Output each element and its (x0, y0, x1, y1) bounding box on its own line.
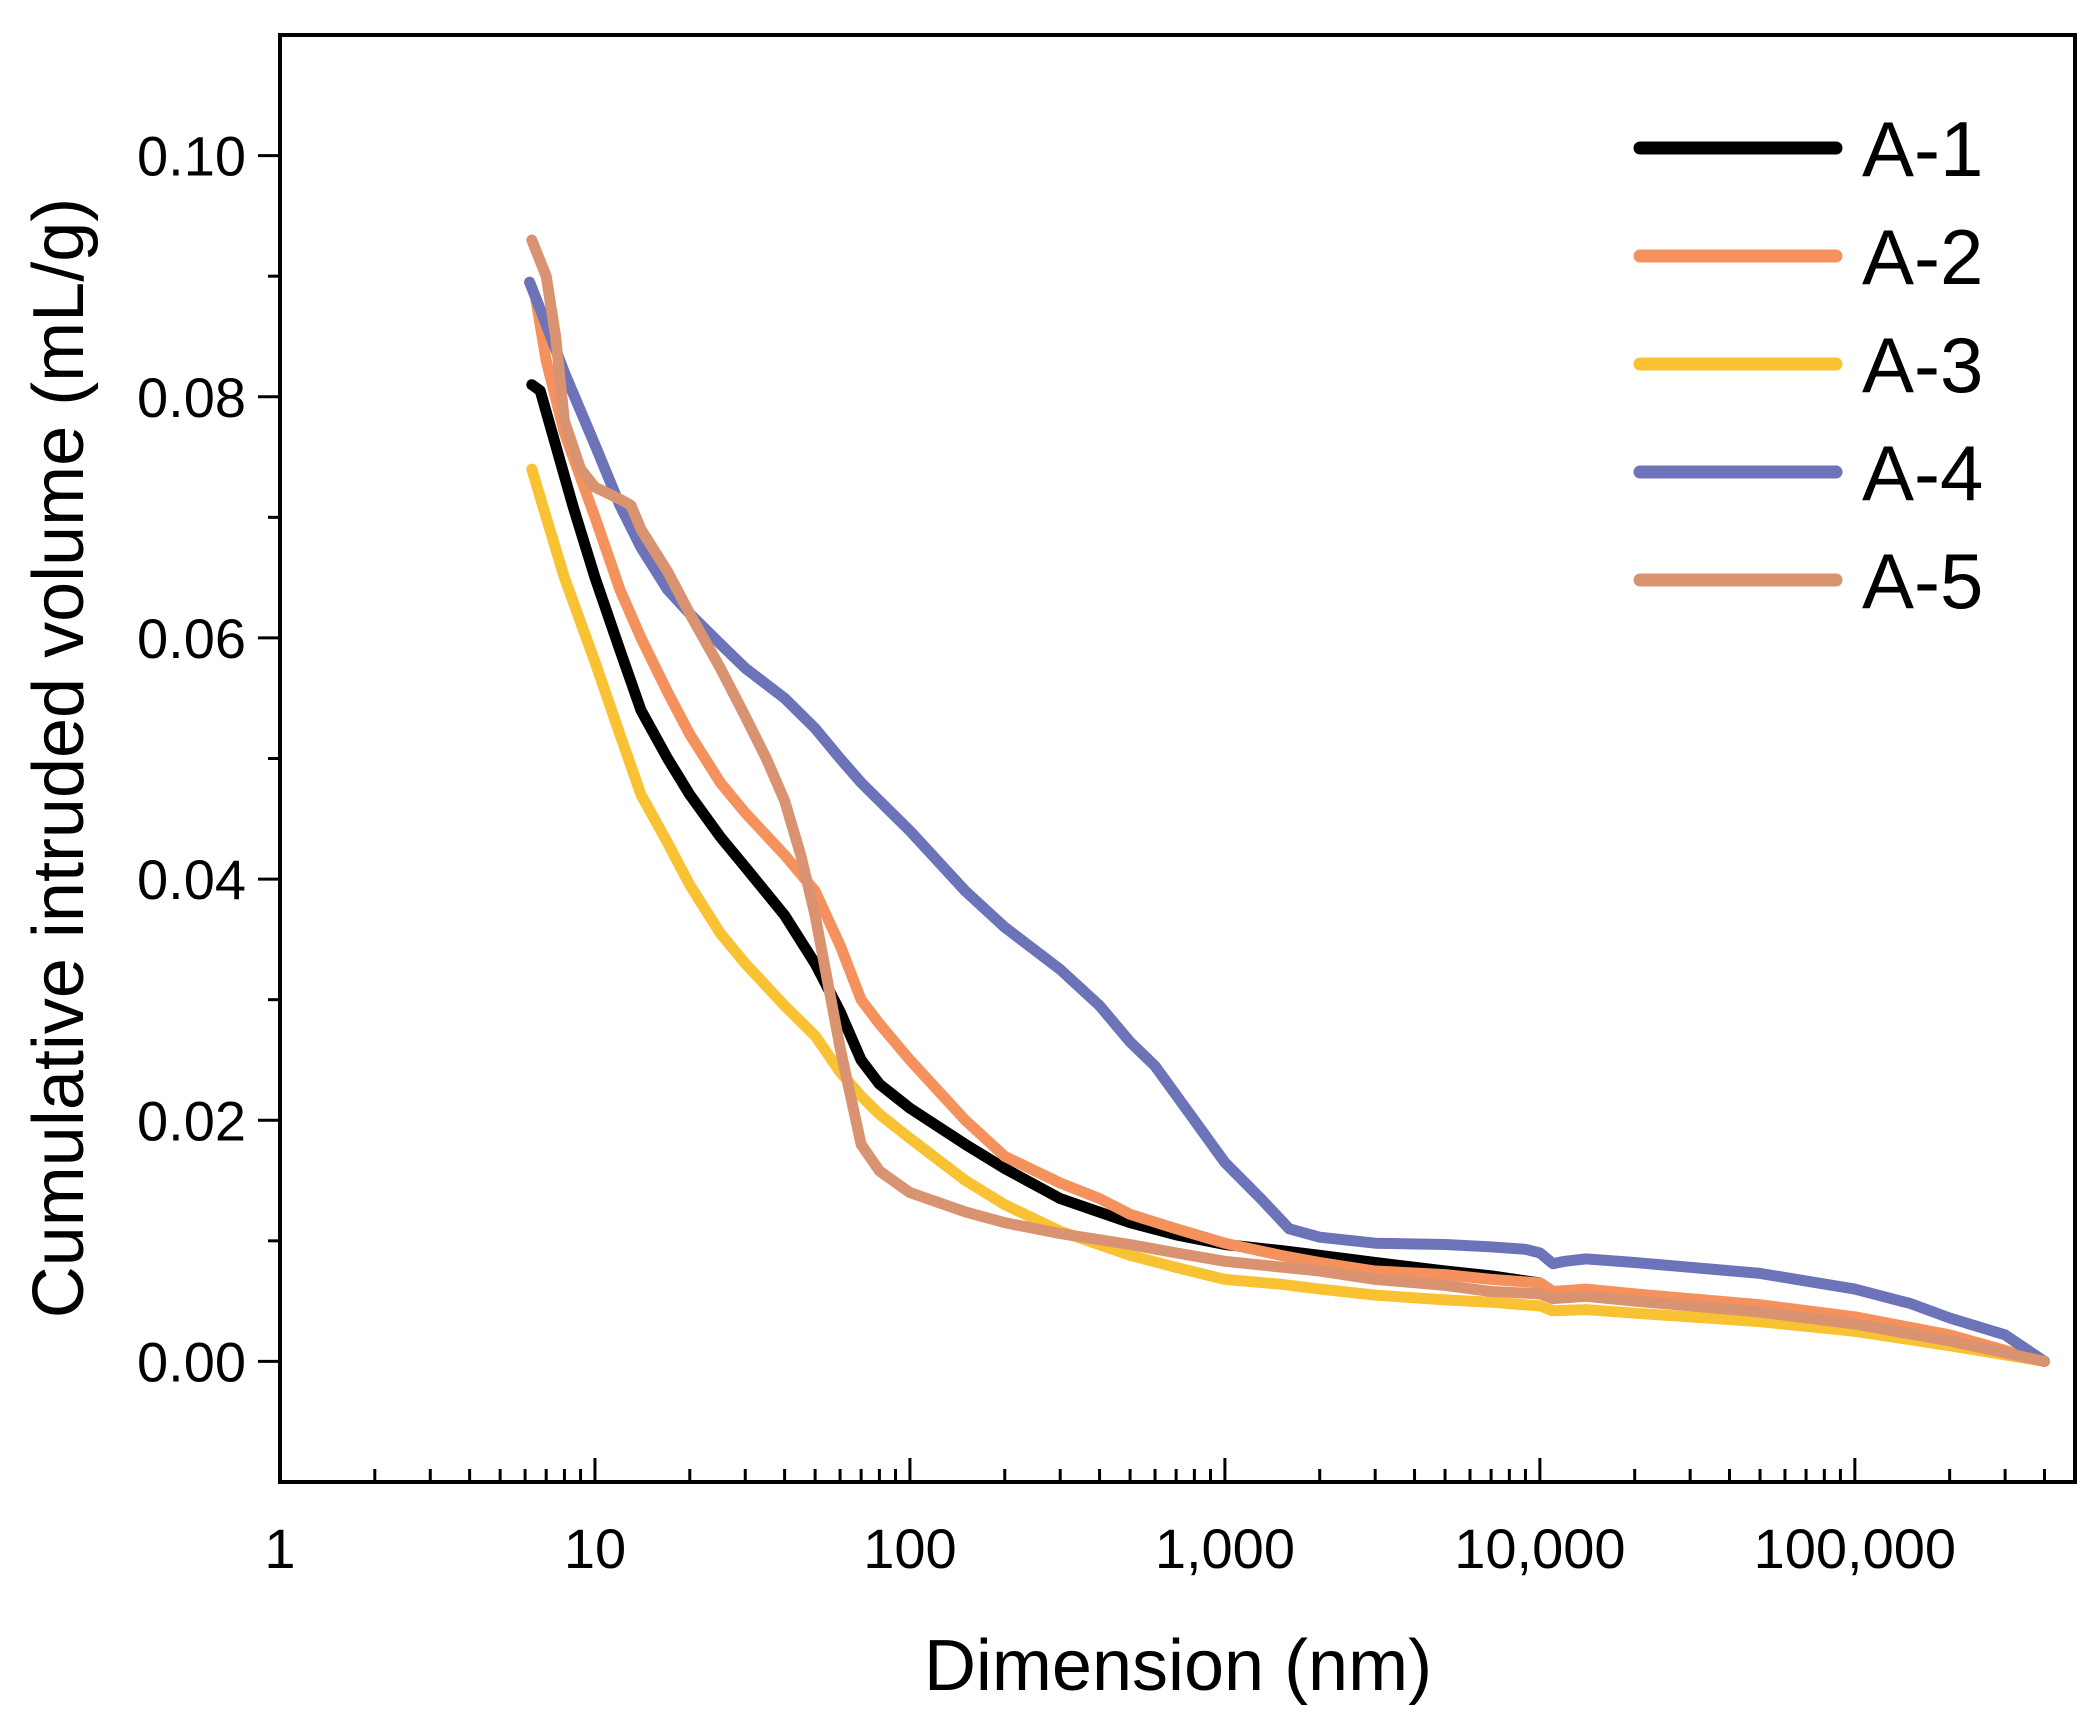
series-layer (524, 234, 2050, 1367)
legend-label-a-5: A-5 (1862, 537, 1983, 625)
x-tick-label: 1,000 (1155, 1517, 1295, 1580)
x-tick-label: 1 (264, 1517, 295, 1580)
y-tick-label: 0.10 (137, 125, 246, 188)
y-tick-label: 0.06 (137, 607, 246, 670)
x-tick-label: 10 (564, 1517, 626, 1580)
y-tick-label: 0.00 (137, 1330, 246, 1393)
x-tick-label: 100,000 (1754, 1517, 1956, 1580)
y-axis: 0.00 0.02 0.04 0.06 0.08 0.10 (137, 125, 280, 1393)
series-line-a-2 (530, 294, 2050, 1367)
legend: A-1 A-2 A-3 A-4 A-5 (1633, 105, 1983, 625)
x-axis-title: Dimension (nm) (924, 1626, 1432, 1706)
y-tick-label: 0.08 (137, 366, 246, 429)
series-line-a-5 (526, 234, 2050, 1367)
y-tick-label: 0.04 (137, 848, 246, 911)
x-axis: 1 10 100 1,000 10,000 100,000 (264, 1458, 2077, 1580)
y-tick-label: 0.02 (137, 1089, 246, 1152)
legend-label-a-3: A-3 (1862, 321, 1983, 409)
x-tick-label: 10,000 (1454, 1517, 1625, 1580)
x-tick-label: 100 (863, 1517, 956, 1580)
legend-label-a-1: A-1 (1862, 105, 1983, 193)
legend-label-a-2: A-2 (1862, 213, 1983, 301)
y-axis-title: Cumulative intruded volume (mL/g) (19, 198, 99, 1318)
series-line-a-3 (526, 463, 2050, 1367)
legend-label-a-4: A-4 (1862, 429, 1983, 517)
